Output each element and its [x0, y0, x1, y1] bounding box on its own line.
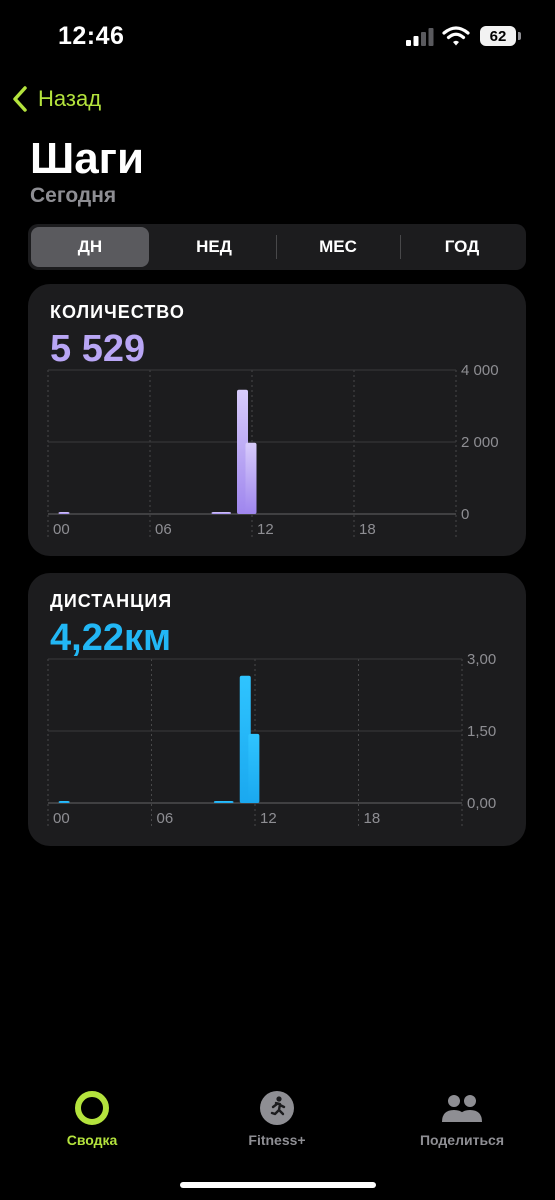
tab-summary[interactable]: Сводка — [27, 1090, 157, 1150]
x-tick-label: 06 — [157, 810, 174, 827]
chart-bar — [237, 389, 248, 514]
segment-label: ДН — [77, 237, 103, 256]
segment-year[interactable]: ГОД — [403, 227, 521, 267]
status-bar: 12:46 62 — [0, 0, 555, 70]
segment-divider — [276, 235, 277, 259]
activity-ring-icon — [75, 1091, 109, 1125]
segment-label: ГОД — [444, 237, 480, 256]
distance-label: ДИСТАНЦИЯ — [50, 591, 173, 611]
chart-bar — [245, 442, 257, 514]
x-tick-label: 00 — [53, 810, 70, 827]
page-title: Шаги — [30, 134, 145, 183]
x-tick-label: 12 — [257, 521, 274, 538]
chevron-left-icon — [13, 86, 27, 112]
x-tick-label: 12 — [260, 810, 277, 827]
segment-label: НЕД — [196, 237, 232, 256]
x-tick-label: 00 — [53, 521, 70, 538]
y-tick-label: 0,00 — [467, 795, 496, 812]
x-tick-label: 06 — [155, 521, 172, 538]
steps-label: КОЛИЧЕСТВО — [50, 302, 185, 322]
wifi-icon — [442, 26, 470, 46]
chart-bar — [211, 512, 223, 514]
tab-label: Сводка — [66, 1132, 118, 1148]
chart-bar — [222, 801, 234, 803]
tab-label: Fitness+ — [248, 1132, 306, 1148]
y-tick-label: 4 000 — [461, 362, 499, 379]
period-segmented-control: ДН НЕД МЕС ГОД — [28, 224, 526, 270]
chart-bar — [58, 512, 70, 514]
segment-divider — [400, 235, 401, 259]
chart-bar — [58, 801, 70, 803]
distance-value: 4,22км — [50, 617, 172, 659]
home-indicator — [180, 1182, 376, 1188]
battery-tip — [518, 32, 521, 40]
steps-chart: 00 06 12 18 4 000 2 000 0 — [47, 362, 499, 538]
y-tick-label: 2 000 — [461, 434, 499, 451]
people-icon — [442, 1095, 482, 1122]
tab-sharing[interactable]: Поделиться — [397, 1090, 527, 1150]
back-button[interactable]: Назад — [12, 84, 101, 114]
y-tick-label: 1,50 — [467, 723, 496, 740]
chart-bar — [248, 733, 260, 803]
distance-chart: 00 06 12 18 3,00 1,50 0,00 — [47, 651, 496, 827]
page-subtitle: Сегодня — [30, 184, 117, 207]
segment-label: МЕС — [319, 237, 357, 256]
status-time: 12:46 — [58, 22, 125, 50]
chart-bar — [239, 675, 251, 803]
steps-card[interactable]: КОЛИЧЕСТВО 5 529 00 06 12 18 4 000 2 000 0 — [28, 284, 526, 556]
y-tick-label: 0 — [461, 506, 469, 523]
tab-fitness-plus[interactable]: Fitness+ — [212, 1090, 342, 1150]
chart-bar — [220, 512, 231, 514]
x-tick-label: 18 — [364, 810, 381, 827]
segment-day[interactable]: ДН — [31, 227, 149, 267]
running-figure-icon — [260, 1091, 294, 1125]
x-tick-label: 18 — [359, 521, 376, 538]
steps-value: 5 529 — [50, 328, 146, 370]
battery-level: 62 — [489, 27, 507, 45]
back-label: Назад — [38, 86, 102, 111]
battery-indicator: 62 — [480, 26, 516, 46]
distance-card[interactable]: ДИСТАНЦИЯ 4,22км 00 06 12 18 3,00 1,50 0,00 — [28, 573, 526, 846]
y-tick-label: 3,00 — [467, 651, 496, 668]
cellular-signal-icon — [406, 28, 434, 46]
segment-week[interactable]: НЕД — [155, 227, 273, 267]
chart-bar — [213, 801, 225, 803]
tab-label: Поделиться — [419, 1132, 505, 1148]
segment-month[interactable]: МЕС — [279, 227, 397, 267]
